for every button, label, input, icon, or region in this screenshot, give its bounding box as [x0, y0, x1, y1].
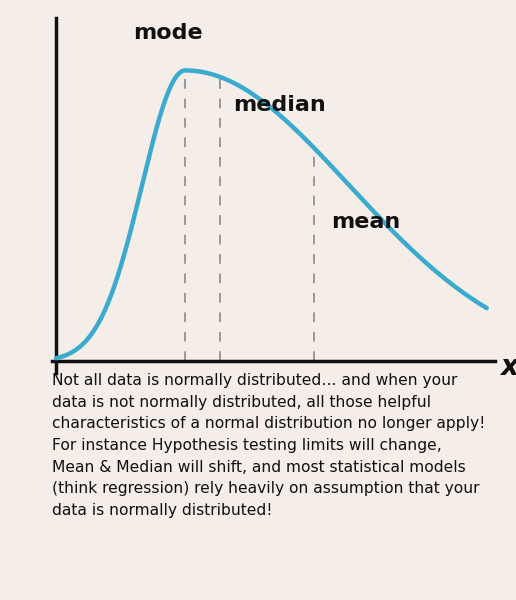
Text: mode: mode — [133, 23, 203, 43]
Text: median: median — [234, 95, 326, 115]
Text: mean: mean — [331, 212, 401, 232]
Text: x: x — [499, 353, 516, 381]
Text: Not all data is normally distributed… and when your
data is not normally distrib: Not all data is normally distributed… an… — [52, 373, 485, 518]
